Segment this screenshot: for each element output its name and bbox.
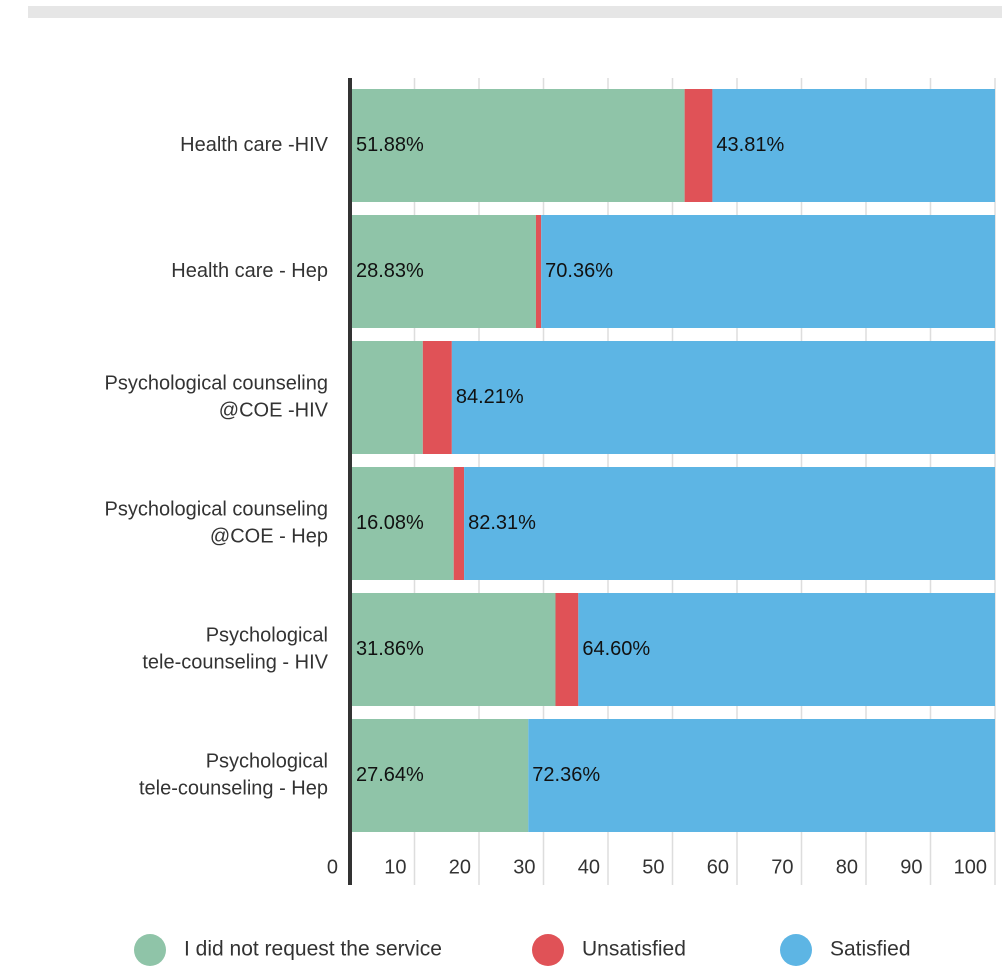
value-label: 16.08% — [356, 512, 424, 534]
category-label: Psychological — [206, 624, 328, 646]
bar-segment — [451, 341, 996, 454]
value-label: 27.64% — [356, 764, 424, 786]
category-label: Psychological counseling — [105, 372, 328, 394]
bar-segment — [453, 467, 465, 580]
bar-segment — [350, 467, 454, 580]
category-label: Health care - Hep — [171, 260, 328, 282]
legend-marker — [780, 934, 812, 966]
bar-segment — [712, 89, 995, 202]
x-tick-label: 80 — [836, 856, 858, 878]
value-label: 64.60% — [582, 638, 650, 660]
x-tick-label: 60 — [707, 856, 729, 878]
bar-segment — [350, 215, 536, 328]
bar-segment — [555, 593, 579, 706]
bar-segment — [350, 719, 529, 832]
bar-segment — [535, 215, 542, 328]
category-label: Psychological counseling — [105, 498, 328, 520]
category-label: tele-counseling - HIV — [142, 651, 328, 673]
legend-label: Unsatisfied — [582, 938, 686, 961]
x-tick-label: 90 — [900, 856, 922, 878]
legend-label: I did not request the service — [184, 938, 442, 961]
x-tick-label: 20 — [449, 856, 471, 878]
value-label: 31.86% — [356, 638, 424, 660]
value-label: 43.81% — [716, 134, 784, 156]
bar-segment — [350, 89, 685, 202]
legend-marker — [532, 934, 564, 966]
bar-segment — [578, 593, 995, 706]
category-label: Health care -HIV — [180, 134, 328, 156]
x-tick-label: 40 — [578, 856, 600, 878]
x-tick-label: 100 — [954, 856, 987, 878]
bar-segment — [528, 719, 995, 832]
x-tick-label: 50 — [642, 856, 664, 878]
value-label: 28.83% — [356, 260, 424, 282]
bar-segment — [350, 341, 423, 454]
legend-label: Satisfied — [830, 938, 911, 961]
bar-segment — [422, 341, 452, 454]
bar-segment — [684, 89, 713, 202]
x-tick-label: 70 — [771, 856, 793, 878]
value-label: 51.88% — [356, 134, 424, 156]
legend-marker — [134, 934, 166, 966]
category-label: Psychological — [206, 750, 328, 772]
x-tick-label: 0 — [327, 856, 338, 878]
category-label: @COE - Hep — [210, 525, 328, 547]
category-label: @COE -HIV — [219, 399, 329, 421]
x-tick-label: 10 — [384, 856, 406, 878]
value-label: 72.36% — [532, 764, 600, 786]
header-bar — [28, 6, 1002, 18]
bar-segment — [464, 467, 996, 580]
bar-segment — [350, 593, 556, 706]
category-label: tele-counseling - Hep — [139, 777, 328, 799]
value-label: 82.31% — [468, 512, 536, 534]
x-tick-label: 30 — [513, 856, 535, 878]
bar-segment — [541, 215, 995, 328]
value-label: 84.21% — [456, 386, 524, 408]
value-label: 70.36% — [545, 260, 613, 282]
